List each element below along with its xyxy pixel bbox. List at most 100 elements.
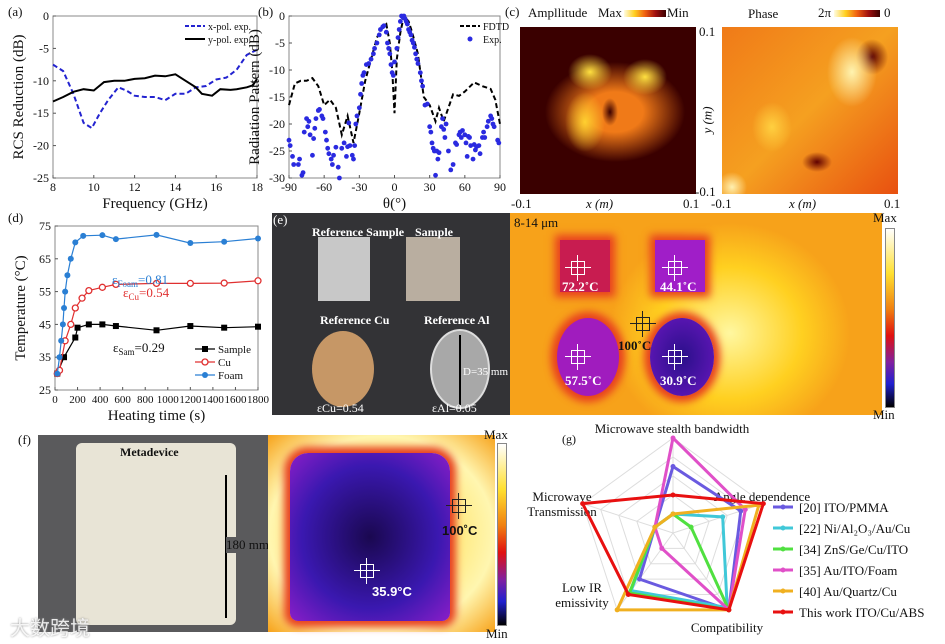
x-tick-label: 30 <box>424 180 436 194</box>
x-tick-label: 200 <box>69 394 86 406</box>
y-tick-label: -25 <box>269 144 285 158</box>
amp-x-min: -0.1 <box>511 196 532 211</box>
amp-cbar-max: Max <box>598 5 622 20</box>
y-tick-label: 55 <box>39 285 51 299</box>
data-point <box>59 321 66 328</box>
y-tick-label: -15 <box>33 106 49 120</box>
x-axis-label: Heating time (s) <box>108 408 205 424</box>
amplitude-title: Ampllitude <box>528 5 588 20</box>
exp-point <box>354 113 360 119</box>
data-point <box>72 334 79 341</box>
radar-series <box>581 493 765 612</box>
exp-point <box>301 129 307 135</box>
legend-marker <box>780 588 786 594</box>
exp-point <box>349 152 355 158</box>
data-point <box>254 277 262 285</box>
exp-point <box>427 124 433 130</box>
data-point <box>67 255 74 262</box>
diameter-arrow <box>459 335 461 405</box>
exp-point <box>496 140 502 146</box>
data-point <box>67 320 75 329</box>
data-point <box>98 283 107 291</box>
height-label: 180 mm <box>226 537 269 553</box>
x-tick-label: 90 <box>494 180 506 194</box>
data-point <box>220 279 228 287</box>
eps-al-label: εAl=0.05 <box>432 401 477 415</box>
exp-point <box>322 129 328 135</box>
x-tick-label: 0 <box>392 180 398 194</box>
exp-point <box>412 44 417 50</box>
radar-series <box>653 436 747 612</box>
ir-reference-al <box>650 318 714 396</box>
data-point <box>61 354 68 361</box>
y-tick-label: -10 <box>33 74 49 88</box>
x-tick-label: 1800 <box>247 394 270 406</box>
series-line-x-pol-exp- <box>52 48 258 130</box>
label-reference-sample: Reference Sample <box>312 225 405 239</box>
data-point <box>61 305 68 311</box>
exp-point <box>470 156 476 162</box>
exp-point <box>397 19 403 24</box>
radar-point <box>726 607 732 613</box>
exp-point <box>481 129 486 135</box>
legend-marker <box>780 609 786 615</box>
data-point <box>186 279 194 288</box>
legend-label: [34] ZnS/Ge/Cu/ITO <box>799 542 908 557</box>
temp-sample: 44.1˚C <box>660 279 697 294</box>
exp-point <box>448 167 454 173</box>
data-point <box>221 238 228 245</box>
exp-point <box>383 29 389 35</box>
radar-axis-label: Microwave <box>532 489 591 504</box>
legend-marker <box>202 372 208 378</box>
exp-point <box>381 23 387 29</box>
exp-point <box>408 32 414 38</box>
data-point <box>56 354 63 361</box>
y-axis-label: RCS Reduction (dB) <box>11 34 27 159</box>
legend-label: [22] Ni/Al₂O₃/Au/Cu <box>799 521 911 536</box>
panel-label-f: (f) <box>18 432 31 447</box>
exp-point <box>395 35 401 40</box>
y-tick-label: 25 <box>39 383 51 397</box>
label-sample: Sample <box>415 225 454 239</box>
x-tick-label: 1400 <box>202 394 225 406</box>
phase-y-min: -0.1 <box>695 184 716 199</box>
data-point <box>255 235 261 242</box>
watermark: 大数跨境 <box>10 616 90 640</box>
data-point <box>255 323 261 330</box>
exp-point <box>352 143 358 149</box>
exp-point <box>460 128 465 133</box>
y-tick-label: -10 <box>269 63 285 77</box>
series-line-y-pol-exp- <box>52 73 258 103</box>
diameter-label: D=35 mm <box>463 366 509 378</box>
metadevice-label: Metadevice <box>120 445 179 459</box>
temp-reference-cu: 57.5˚C <box>565 373 602 388</box>
exp-point <box>320 116 326 121</box>
y-tick-label: -20 <box>269 117 285 131</box>
exp-point <box>290 154 295 159</box>
series-line-fdtd <box>288 13 501 144</box>
exp-point <box>394 46 400 51</box>
legend-marker <box>201 358 209 366</box>
data-point <box>112 323 119 330</box>
y-tick-label: -5 <box>275 36 285 50</box>
data-point <box>153 231 160 238</box>
panel-label-b: (b) <box>258 4 273 19</box>
radar-series <box>615 503 761 612</box>
phase-x-max: 0.1 <box>884 196 901 211</box>
plot-frame <box>52 15 258 179</box>
legend-label: x-pol. exp. <box>208 22 251 33</box>
radar-point <box>670 511 676 517</box>
radar-point <box>636 576 642 582</box>
phase-title: Phase <box>748 6 779 21</box>
y-tick-label: -20 <box>33 139 49 153</box>
e-colorbar <box>885 228 895 408</box>
exp-point <box>312 125 318 131</box>
radar-point <box>670 464 676 469</box>
thermal-image-samples: 72.2˚C 44.1˚C 57.5˚C 30.9˚C 100˚C 8-14 μ… <box>510 213 882 415</box>
exp-point <box>361 70 367 76</box>
f-cbar-max: Max <box>484 427 508 442</box>
exp-point <box>396 27 402 32</box>
e-cbar-min: Min <box>873 407 895 422</box>
legend-label: FDTD <box>483 22 509 33</box>
exp-point <box>297 156 302 162</box>
